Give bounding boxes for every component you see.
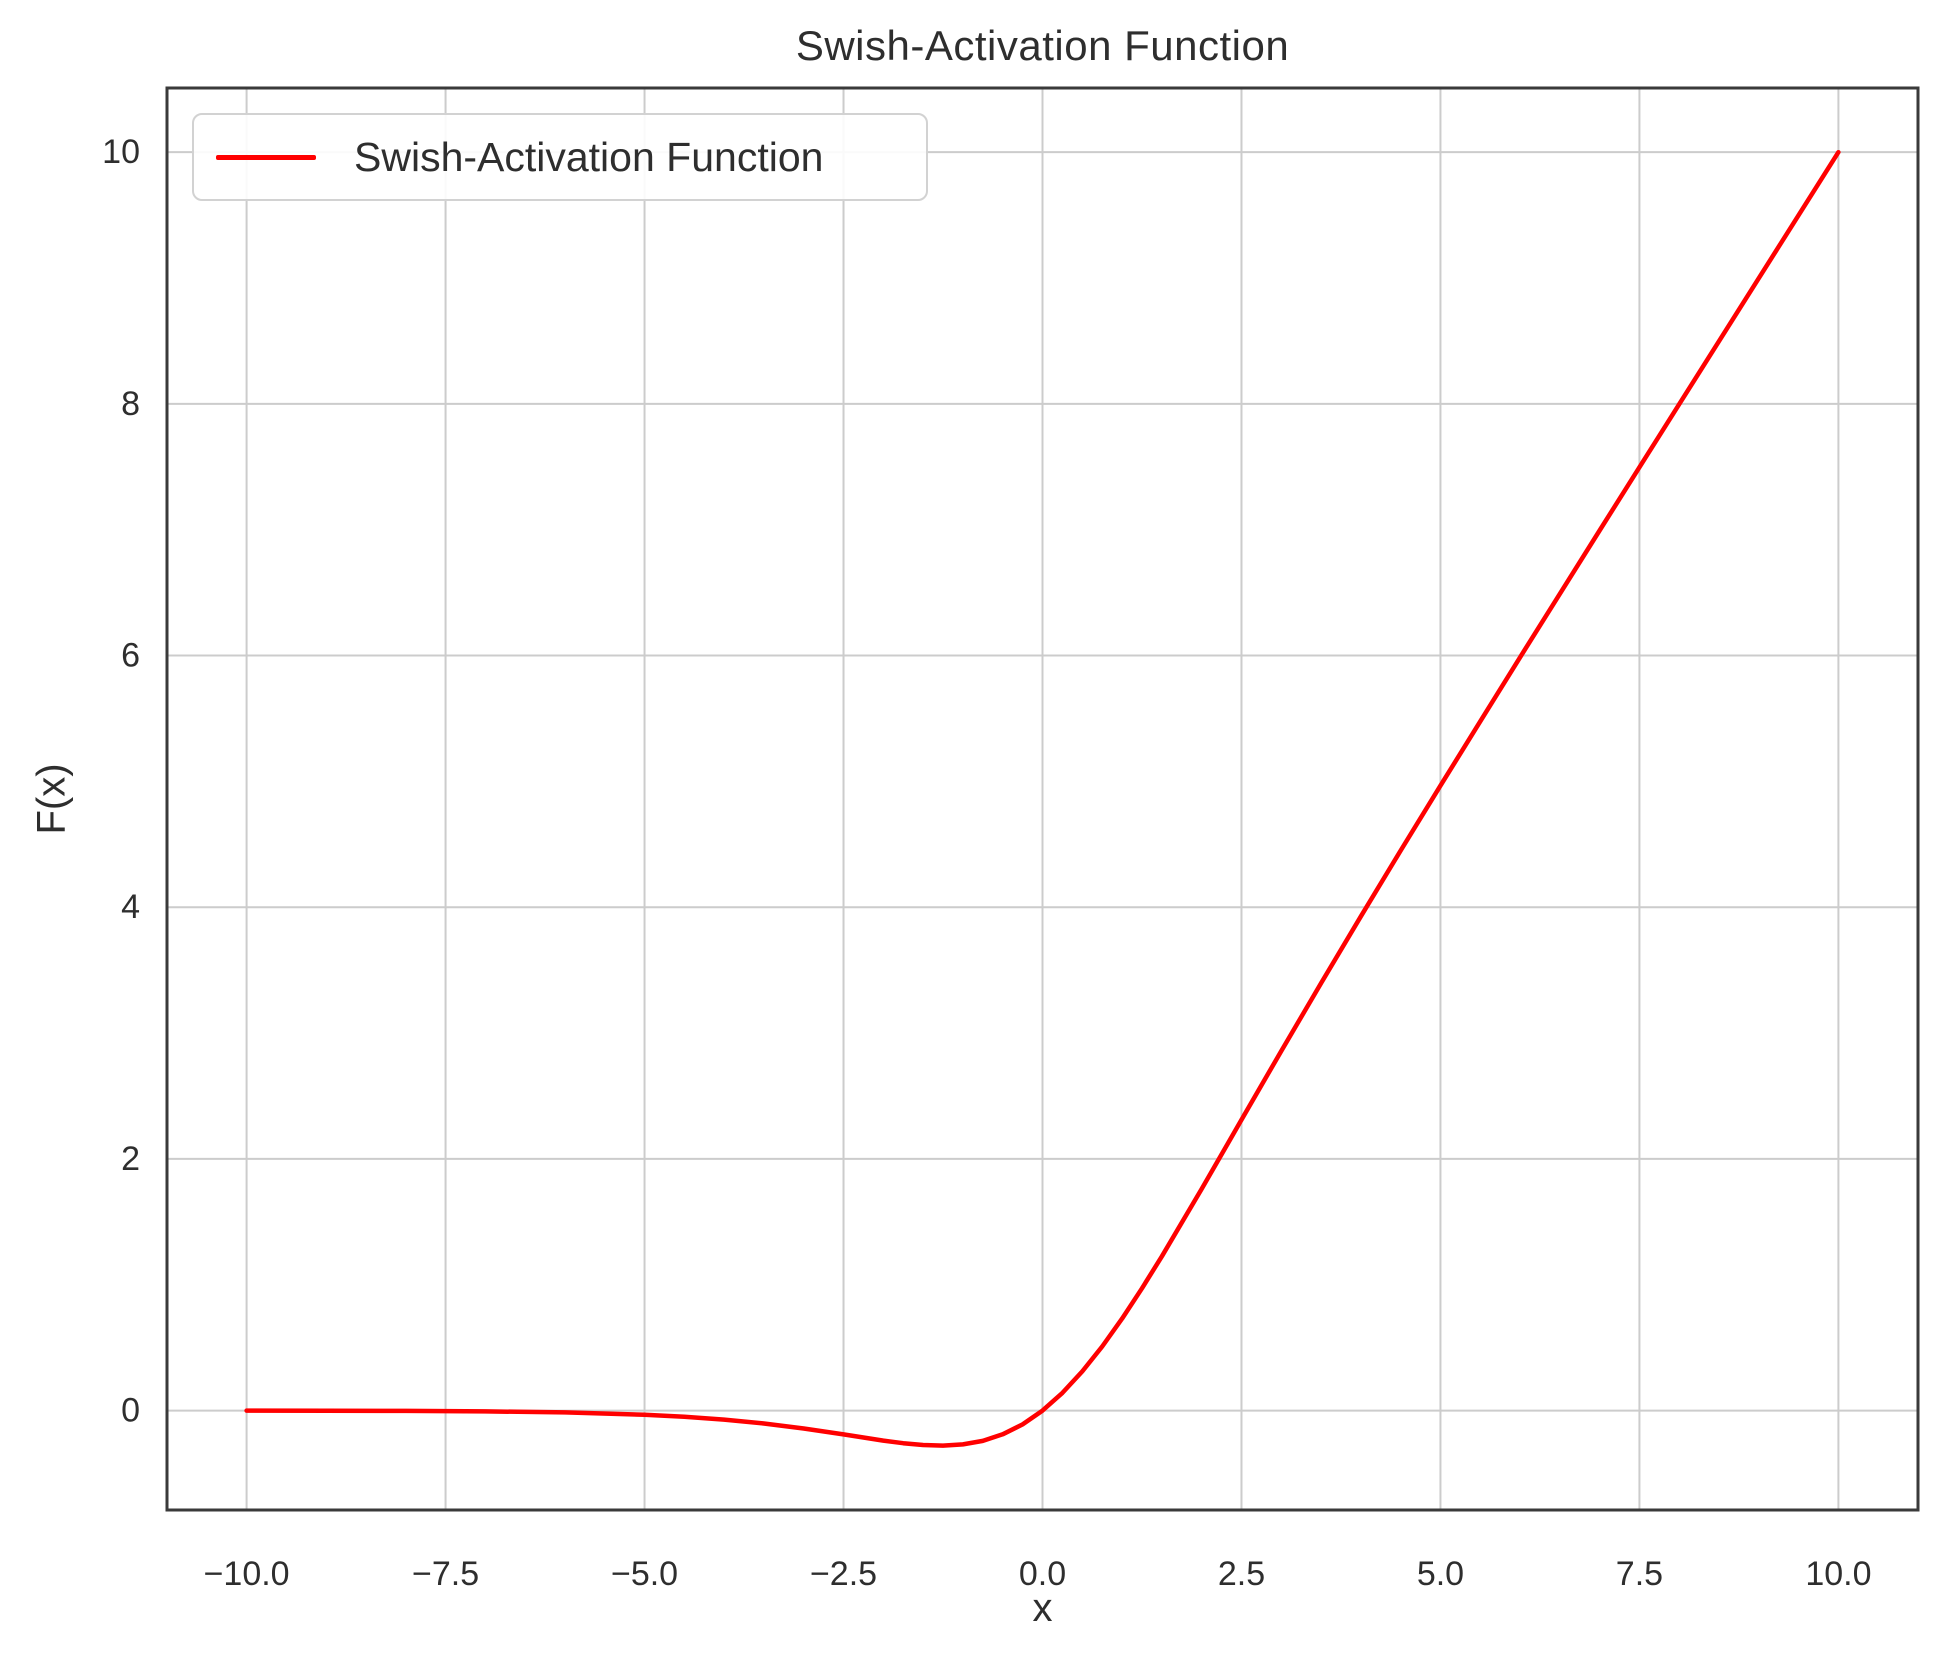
axes-spines [165, 86, 1920, 1512]
x-tick-label: −5.0 [611, 1555, 678, 1593]
y-tick-label: 4 [121, 888, 140, 926]
legend: Swish-Activation Function [192, 113, 928, 201]
legend-line-swatch [216, 154, 316, 160]
y-tick-label: 2 [121, 1140, 140, 1178]
x-tick-label: 2.5 [1218, 1555, 1265, 1593]
legend-label: Swish-Activation Function [354, 133, 824, 180]
chart-title: Swish-Activation Function [795, 22, 1290, 69]
x-tick-label: 7.5 [1616, 1555, 1663, 1593]
y-tick-label: 6 [121, 637, 140, 675]
x-tick-label: −7.5 [412, 1555, 479, 1593]
series-curve [244, 149, 1841, 1448]
x-tick-label: 0.0 [1019, 1555, 1066, 1593]
x-tick-label: 5.0 [1417, 1555, 1464, 1593]
x-tick-label: −10.0 [204, 1555, 290, 1593]
x-axis-label: x [1032, 1586, 1053, 1630]
y-tick-label: 8 [121, 385, 140, 423]
x-tick-label: −2.5 [810, 1555, 877, 1593]
x-tick-label: 10.0 [1805, 1555, 1871, 1593]
y-tick-label: 0 [121, 1392, 140, 1430]
y-tick-label: 10 [102, 133, 140, 171]
y-axis-label: F(x) [29, 763, 74, 835]
